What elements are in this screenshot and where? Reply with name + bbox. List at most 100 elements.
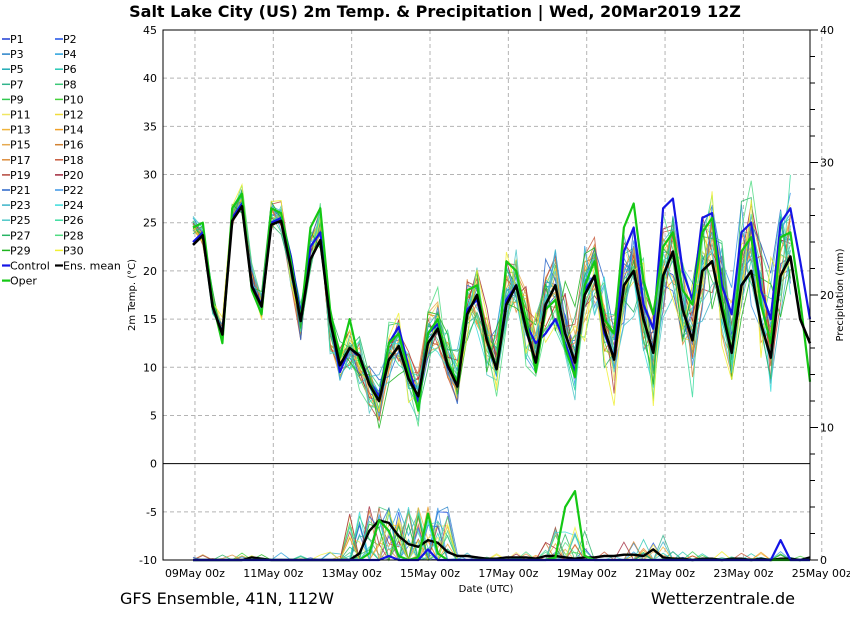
x-tick-label: 25May 00z [792, 567, 850, 580]
series-line-ens-mean [192, 205, 812, 403]
x-tick-label: 15May 00z [400, 567, 460, 580]
legend-label-p27: P27 [10, 229, 31, 242]
footer-site: Wetterzentrale.de [651, 589, 795, 608]
member-precip-p23 [193, 513, 810, 562]
x-tick-label: 13May 00z [322, 567, 382, 580]
legend-label-p24: P24 [63, 199, 84, 212]
y-tick-label: 30 [143, 169, 157, 182]
precip-line-oper [193, 490, 810, 562]
y2-tick-label: 0 [820, 554, 827, 567]
legend-label-p22: P22 [63, 184, 84, 197]
y-tick-label: -10 [139, 554, 157, 567]
member-precip-p14 [193, 506, 810, 562]
member-precip-p20 [192, 506, 810, 562]
legend-label-control: Control [10, 260, 50, 273]
legend-label-p7: P7 [10, 78, 24, 91]
y2-tick-label: 10 [820, 422, 834, 435]
y2-axis-label: Precipitation (mm) [835, 248, 846, 341]
legend-label-p14: P14 [63, 124, 84, 137]
legend-label-p29: P29 [10, 244, 31, 257]
member-precip-p6 [193, 510, 810, 562]
member-precip-p5 [193, 521, 810, 561]
member-precip-p3 [192, 506, 810, 562]
legend-label-p3: P3 [10, 48, 24, 61]
y-tick-label: 45 [143, 24, 157, 37]
member-precip-p18 [193, 507, 810, 561]
member-precip-p8 [193, 506, 810, 561]
member-precip-p24 [193, 507, 810, 561]
legend-label-p12: P12 [63, 109, 84, 122]
member-precip-p22 [192, 507, 810, 561]
legend-label-p10: P10 [63, 93, 84, 106]
x-tick-label: 19May 00z [557, 567, 617, 580]
y-tick-label: 25 [143, 217, 157, 230]
member-precip-p29 [193, 515, 810, 562]
legend-label-p16: P16 [63, 139, 84, 152]
y2-axis-ticks: 0 10 20 30 40 [810, 24, 834, 567]
y-axis-ticks: -10 -5 0 5 10 15 20 25 30 35 40 45 [139, 24, 157, 567]
x-axis-ticks: 09May 00z 11May 00z 13May 00z 15May 00z 17Ma… [165, 567, 850, 580]
y-tick-label: 40 [143, 72, 157, 85]
legend-label-p5: P5 [10, 63, 24, 76]
member-precip-p30 [193, 510, 810, 562]
legend-label-p11: P11 [10, 109, 31, 122]
legend-label-p13: P13 [10, 124, 31, 137]
member-precip-p11 [193, 516, 810, 561]
legend-label-p15: P15 [10, 139, 31, 152]
member-precip-p13 [193, 507, 810, 561]
member-precip-p2 [193, 511, 810, 561]
member-precip-p4 [193, 507, 810, 562]
chart-title: Salt Lake City (US) 2m Temp. & Precipita… [129, 2, 741, 22]
legend-label-p30: P30 [63, 244, 84, 257]
legend-label-p9: P9 [10, 93, 24, 106]
legend-label-p1: P1 [10, 33, 24, 46]
member-precip-p27 [193, 522, 810, 562]
x-axis-label: Date (UTC) [459, 584, 514, 595]
y2-tick-label: 20 [820, 289, 834, 302]
footer-source: GFS Ensemble, 41N, 112W [120, 589, 334, 608]
member-precip-p16 [193, 510, 810, 561]
y-tick-label: 10 [143, 361, 157, 374]
legend: P1 P2 P3 P4 P5 P6 P7 P8 P9 P10 P11 P12 P13 P14 P15 P16 P… [2, 33, 121, 288]
x-tick-label: 23May 00z [713, 567, 773, 580]
member-precip-p12 [193, 515, 810, 561]
precip-line-ens-mean [193, 519, 811, 562]
legend-label-p21: P21 [10, 184, 31, 197]
legend-label-p2: P2 [63, 33, 77, 46]
x-tick-label: 09May 00z [165, 567, 225, 580]
y2-tick-label: 40 [820, 24, 834, 37]
legend-label-p20: P20 [63, 169, 84, 182]
x-tick-label: 11May 00z [243, 567, 303, 580]
x-tick-label: 17May 00z [478, 567, 538, 580]
member-precip-p10 [193, 521, 811, 561]
y2-tick-label: 30 [820, 157, 834, 170]
legend-label-p18: P18 [63, 154, 84, 167]
member-precip-p25 [193, 517, 810, 561]
legend-label-p23: P23 [10, 199, 31, 212]
y-tick-label: -5 [146, 506, 157, 519]
member-precip-p1 [192, 523, 810, 561]
legend-label-p19: P19 [10, 169, 31, 182]
member-precip-p19 [192, 508, 810, 561]
member-precip-p7 [192, 519, 810, 561]
legend-label-p8: P8 [63, 78, 77, 91]
y-axis-label: 2m Temp. (°C) [127, 259, 138, 331]
legend-label-p17: P17 [10, 154, 31, 167]
legend-label-p4: P4 [63, 48, 77, 61]
legend-label-p25: P25 [10, 214, 31, 227]
legend-label-p26: P26 [63, 214, 84, 227]
legend-label-oper: Oper [10, 275, 37, 288]
y-tick-label: 5 [150, 409, 157, 422]
y-tick-label: 0 [150, 458, 157, 471]
member-precip-p21 [193, 506, 810, 561]
y-tick-label: 15 [143, 313, 157, 326]
legend-label-p28: P28 [63, 229, 84, 242]
y-tick-label: 20 [143, 265, 157, 278]
member-precip-p26 [193, 513, 810, 561]
y-tick-label: 35 [143, 120, 157, 133]
member-precip-p17 [193, 512, 810, 562]
x-tick-label: 21May 00z [635, 567, 695, 580]
legend-label-p6: P6 [63, 63, 77, 76]
member-precip-p15 [192, 507, 810, 561]
